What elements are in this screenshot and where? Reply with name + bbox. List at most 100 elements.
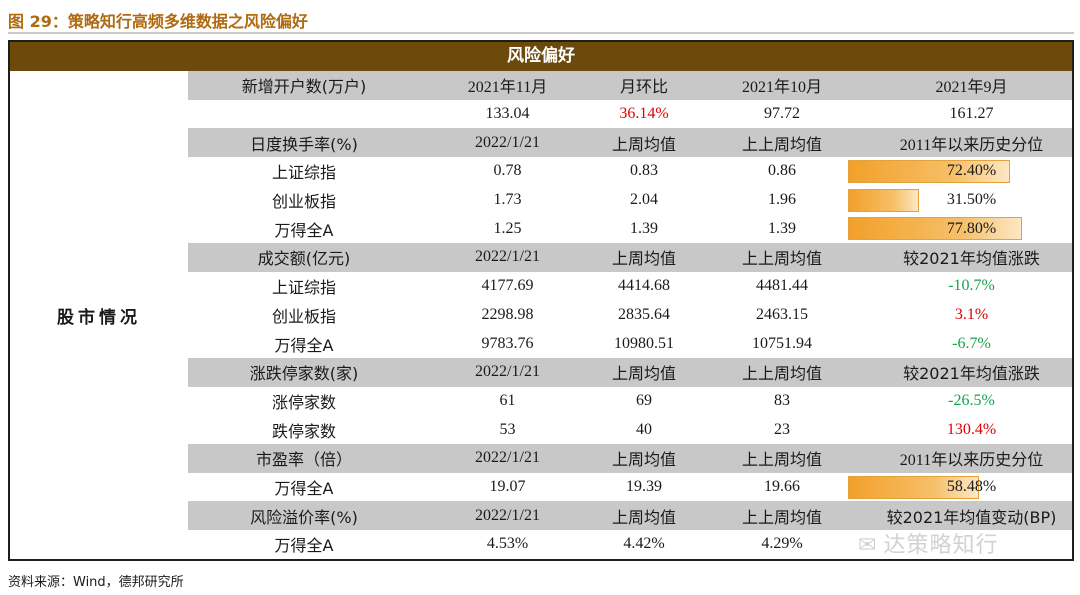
table-cell: 61 — [499, 391, 516, 409]
table-row-erp-0: 万得全A 4.53% 4.42% 4.29% — [188, 530, 1072, 559]
header-cell: 上上周均值 — [741, 507, 822, 527]
table-cell: 创业板指 — [271, 306, 336, 326]
table-cell: -26.5% — [948, 391, 995, 409]
header-cell: 较2021年均值涨跌 — [903, 364, 1040, 384]
header-cell: 上周均值 — [611, 249, 676, 269]
table-row-accounts: 133.04 36.14% 97.72 161.27 — [188, 100, 1072, 129]
header-cell: 上周均值 — [611, 507, 676, 527]
header-cell: 上周均值 — [611, 134, 676, 154]
header-cell: 2021年9月 — [935, 79, 1008, 97]
table-cell: 1.73 — [493, 191, 522, 209]
table-cell: 1.39 — [630, 219, 658, 237]
table-cell: 10980.51 — [614, 334, 674, 352]
header-cell: 风险溢价率(%) — [250, 507, 358, 527]
header-cell: 2022/1/21 — [475, 363, 540, 381]
percentile-value: 58.48% — [946, 477, 997, 495]
table-cell: 4177.69 — [481, 277, 534, 295]
wechat-icon: ✉ — [858, 533, 878, 558]
table-cell: -10.7% — [948, 277, 995, 295]
header-cell: 2022/1/21 — [475, 133, 540, 151]
table-cell: 3.1% — [954, 305, 989, 323]
header-cell: 上上周均值 — [741, 450, 822, 470]
table-cell: 1.25 — [493, 219, 522, 237]
header-cell: 上上周均值 — [741, 364, 822, 384]
header-cell: 2011年以来历史分位 — [899, 452, 1044, 470]
table-cell: 万得全A — [274, 536, 334, 556]
table-cell: 19.39 — [626, 477, 662, 495]
header-cell: 市盈率（倍） — [255, 450, 352, 470]
table-cell: 跌停家数 — [271, 421, 336, 441]
table-row-turnover-1: 创业板指 1.73 2.04 1.96 31.50% — [188, 186, 1072, 215]
header-cell: 涨跌停家数(家) — [249, 364, 359, 384]
table-cell: 10751.94 — [752, 334, 812, 352]
table-cell: 40 — [636, 420, 652, 438]
table-cell: 2463.15 — [756, 305, 808, 323]
percentile-value: 77.80% — [946, 219, 997, 237]
table-cell — [188, 100, 420, 129]
table-cell: 19.66 — [764, 477, 800, 495]
table-cell: 上证综指 — [271, 278, 336, 298]
header-cell: 成交额(亿元) — [257, 249, 351, 269]
table-cell: 4.53% — [486, 535, 529, 553]
table-row-volume-1: 创业板指 2298.98 2835.64 2463.15 3.1% — [188, 301, 1072, 330]
table-row-limits-1: 跌停家数 53 40 23 130.4% — [188, 415, 1072, 444]
percentile-bar — [848, 217, 1022, 241]
percentile-value: 72.40% — [946, 162, 997, 180]
table-cell: 1.39 — [768, 219, 796, 237]
table-cell: 创业板指 — [271, 192, 336, 212]
header-cell: 较2021年均值变动(BP) — [886, 507, 1057, 527]
table-cell: 9783.76 — [481, 334, 534, 352]
header-cell: 2022/1/21 — [475, 449, 540, 467]
sidebar: 股市情况 — [10, 71, 188, 559]
header-cell: 上上周均值 — [741, 249, 822, 269]
header-cell: 2021年10月 — [741, 79, 822, 97]
table-cell: 83 — [774, 391, 790, 409]
header-row-accounts: 新增开户数(万户) 2021年11月 月环比 2021年10月 2021年9月 — [188, 71, 1072, 100]
header-cell: 2022/1/21 — [475, 506, 540, 524]
header-cell: 月环比 — [619, 77, 668, 97]
table-cell: 0.78 — [493, 162, 522, 180]
source-note: 资料来源：Wind，德邦研究所 — [8, 575, 184, 590]
header-row-erp: 风险溢价率(%) 2022/1/21 上周均值 上上周均值 较2021年均值变动(BP) — [188, 501, 1072, 530]
header-row-turnover: 日度换手率(%) 2022/1/21 上周均值 上上周均值 2011年以来历史分位 — [188, 128, 1072, 158]
table-cell: 130.4% — [946, 420, 997, 438]
header-row-pe: 市盈率（倍） 2022/1/21 上周均值 上上周均值 2011年以来历史分位 — [188, 443, 1072, 473]
header-cell: 上周均值 — [611, 364, 676, 384]
table-cell: 69 — [636, 391, 652, 409]
table-cell: 涨停家数 — [271, 392, 336, 412]
table-cell: 2835.64 — [618, 305, 670, 323]
table-row-volume-0: 上证综指 4177.69 4414.68 4481.44 -10.7% — [188, 272, 1072, 301]
table-row-pe-0: 万得全A 19.07 19.39 19.66 58.48% — [188, 473, 1072, 502]
table-cell: 2.04 — [630, 191, 658, 209]
data-table: 新增开户数(万户) 2021年11月 月环比 2021年10月 2021年9月 133.0… — [188, 71, 1072, 559]
figure-title: 图 29：策略知行高频多维数据之风险偏好 — [8, 12, 308, 31]
header-cell: 2011年以来历史分位 — [899, 136, 1044, 154]
table-cell: 2298.98 — [481, 305, 534, 323]
header-row-limits: 涨跌停家数(家) 2022/1/21 上周均值 上上周均值 较2021年均值涨跌 — [188, 357, 1072, 387]
percentile-bar — [848, 188, 919, 212]
table-cell: 23 — [774, 420, 790, 438]
sidebar-label: 股市情况 — [57, 308, 141, 328]
table-banner: 风险偏好 — [10, 42, 1072, 71]
table-cell: 4.29% — [761, 535, 803, 553]
table-cell: 0.86 — [768, 162, 796, 180]
table-cell: 万得全A — [274, 478, 334, 498]
watermark-text: 达策略知行 — [883, 533, 999, 558]
table-cell: 53 — [499, 420, 516, 438]
table-cell: -6.7% — [952, 334, 991, 352]
table-cell: 万得全A — [274, 220, 334, 240]
table-cell: 133.04 — [485, 105, 530, 123]
table-cell: 万得全A — [274, 335, 334, 355]
header-cell: 较2021年均值涨跌 — [903, 249, 1040, 269]
table-cell: 97.72 — [764, 105, 800, 123]
table-row-turnover-2: 万得全A 1.25 1.39 1.39 77.80% — [188, 214, 1072, 243]
table-cell: 161.27 — [949, 105, 994, 123]
table-cell: 1.96 — [768, 191, 796, 209]
table-cell: 上证综指 — [271, 163, 336, 183]
header-cell: 2021年11月 — [467, 79, 548, 97]
header-cell: 新增开户数(万户) — [241, 77, 367, 97]
table-cell: 36.14% — [619, 105, 669, 123]
title-divider — [8, 32, 1074, 34]
header-cell: 2022/1/21 — [475, 248, 540, 266]
table-frame — [8, 40, 1074, 561]
